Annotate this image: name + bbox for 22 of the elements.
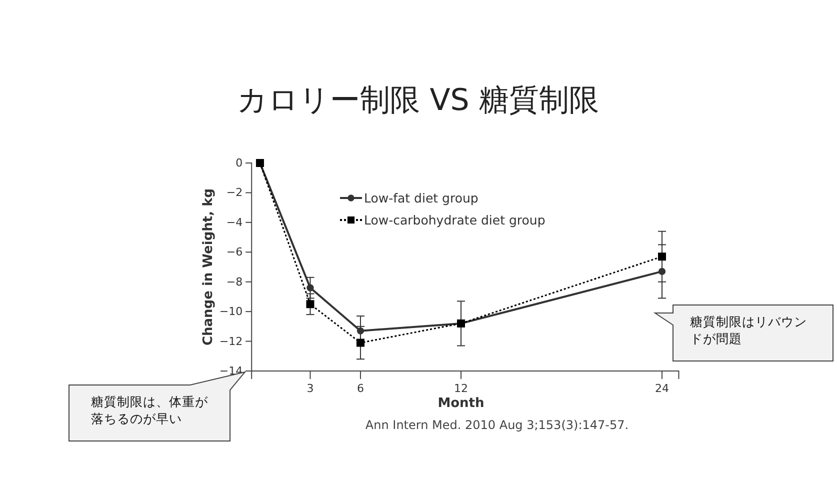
- legend-label: Low-carbohydrate diet group: [364, 212, 546, 228]
- x-tick-label: 12: [454, 382, 468, 395]
- point: [306, 300, 314, 308]
- y-axis-title: Change in Weight, kg: [201, 188, 216, 346]
- point: [658, 252, 666, 261]
- y-tick-label: −10: [219, 305, 243, 318]
- y-tick-label: −12: [219, 334, 243, 348]
- x-tick-label: 24: [655, 382, 669, 395]
- y-tick-label: −4: [226, 216, 243, 229]
- point: [306, 284, 314, 292]
- x-tick-label: 3: [306, 382, 314, 395]
- legend-label: Low-fat diet group: [364, 190, 478, 206]
- x-tick-label: 6: [356, 382, 364, 395]
- y-tick-label: −6: [226, 246, 243, 259]
- chart-title: カロリー制限 VS 糖質制限: [237, 83, 599, 118]
- y-tick-label: −8: [226, 275, 243, 288]
- y-tick-label: −2: [226, 186, 243, 200]
- speech-bubble: 糖質制限はリバウンドが問題: [653, 304, 834, 362]
- text: Ann Intern Med. 2010 Aug 3;153(3):147-57.: [365, 418, 629, 432]
- point: [356, 338, 364, 347]
- x-axis-title: Month: [438, 396, 484, 411]
- y-tick-label: 0: [236, 156, 243, 170]
